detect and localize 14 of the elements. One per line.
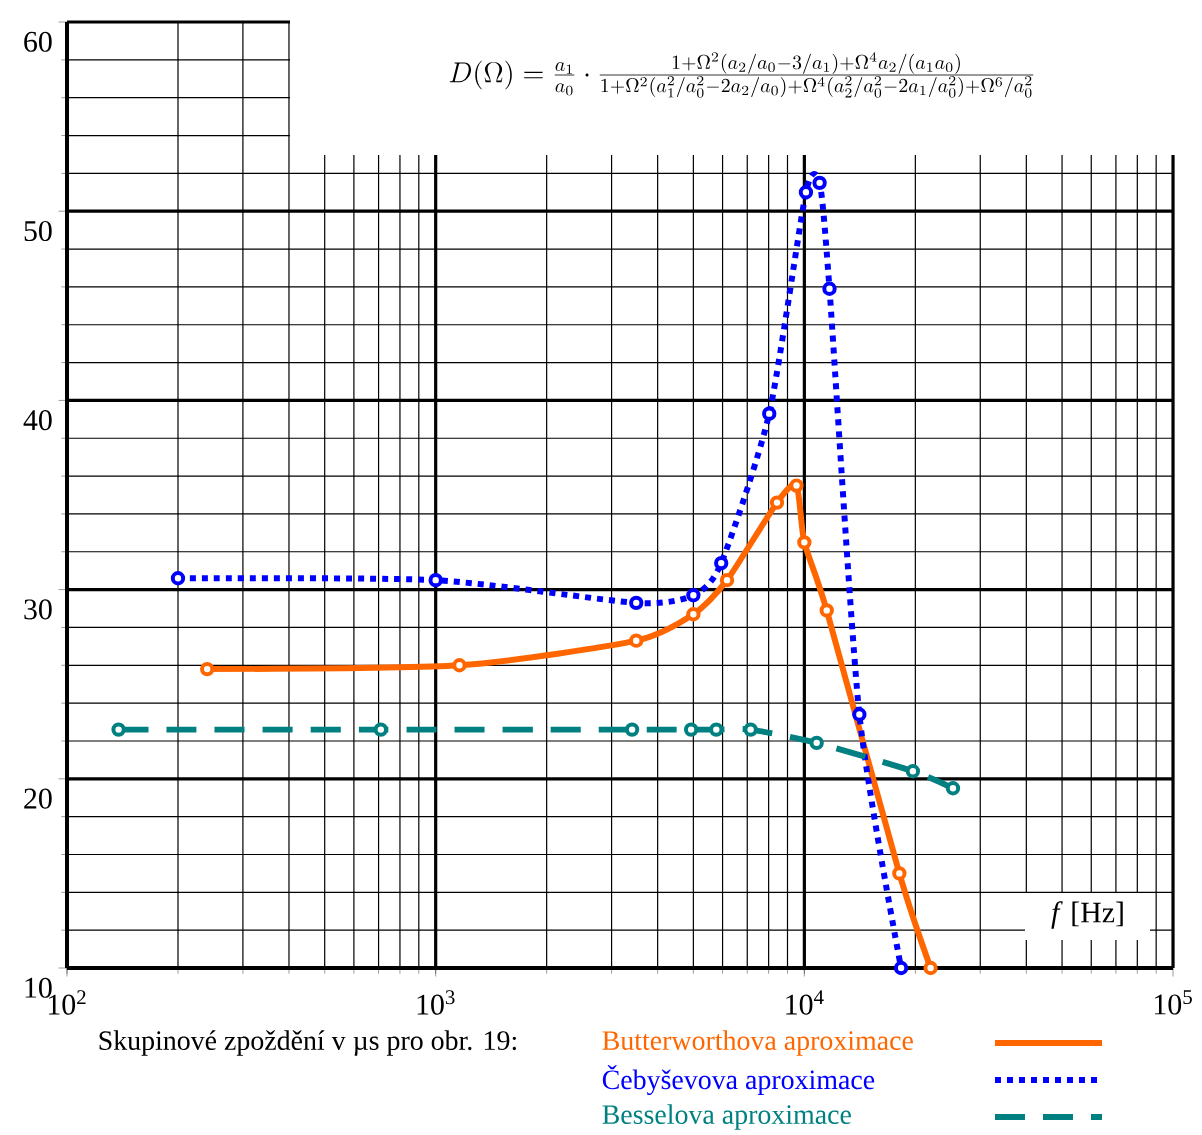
x-axis-title: f [Hz] — [1051, 901, 1123, 929]
text: Butterworthova aproximace — [602, 1030, 913, 1056]
legend-title: Skupinové zpoždění v µs pro obr. 19: — [99, 1030, 516, 1056]
text: Čebyševova aproximace — [602, 1064, 875, 1095]
y-tick-label: 40 — [23, 410, 52, 431]
text: Besselova aproximace — [602, 1104, 851, 1130]
x-tick-label: 10$^{3}$ — [417, 990, 455, 1015]
y-tick-label: 20 — [24, 788, 52, 809]
y-tick-label: 60 — [24, 31, 52, 52]
annotation: $D(\Omega)=\frac{a_1}{a_0}\cdot\frac{1+\Omega^2(a_2/a_0-3/a_1)+\Omega^4a_2/(a_1a_0)}{1+\Omega^2(a_1^2/a_0^2-2a_2/a_0)+\Omega^4(a_2^2/a_0^2-2a_1/a_0^2)+\Omega^6/a_0^2}$ — [449, 52, 1034, 98]
x-tick-label: 10$^{5}$ — [1154, 990, 1192, 1015]
y-tick-label: 50 — [24, 220, 52, 242]
y-tick-label: 30 — [24, 599, 52, 620]
x-tick-label: 10$^{4}$ — [786, 990, 824, 1015]
